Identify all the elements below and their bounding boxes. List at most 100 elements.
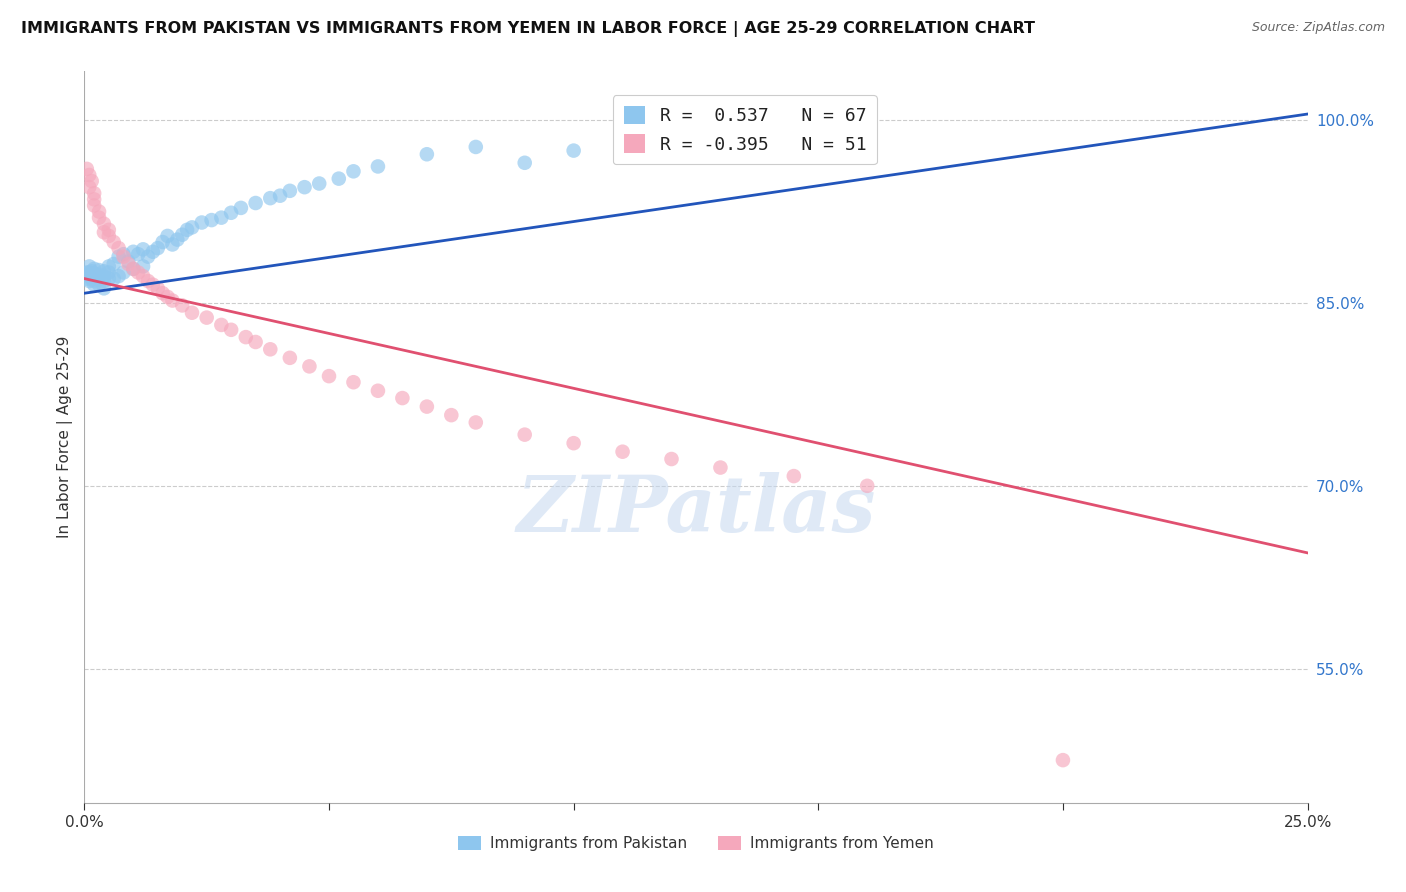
Point — [77, 260, 100, 274]
Point — [219, 323, 242, 337]
Point — [77, 269, 100, 284]
Point — [93, 269, 115, 284]
Point — [298, 359, 321, 374]
Point — [83, 267, 105, 281]
Point — [87, 204, 110, 219]
Point — [235, 330, 257, 344]
Point — [181, 220, 204, 235]
Y-axis label: In Labor Force | Age 25-29: In Labor Force | Age 25-29 — [58, 336, 73, 538]
Point — [152, 235, 174, 249]
Point — [132, 260, 155, 274]
Point — [269, 188, 291, 202]
Point — [117, 257, 139, 271]
Point — [513, 155, 536, 169]
Point — [87, 268, 110, 282]
Point — [342, 376, 364, 390]
Point — [142, 244, 165, 259]
Point — [709, 460, 731, 475]
Point — [1052, 753, 1074, 767]
Point — [83, 274, 105, 288]
Point — [156, 290, 179, 304]
Point — [328, 171, 350, 186]
Point — [709, 128, 731, 142]
Point — [77, 265, 100, 279]
Point — [856, 479, 879, 493]
Point — [97, 228, 120, 243]
Point — [107, 269, 129, 284]
Point — [783, 123, 806, 137]
Point — [83, 270, 105, 285]
Point — [132, 269, 155, 284]
Point — [318, 369, 340, 384]
Point — [166, 233, 188, 247]
Text: Source: ZipAtlas.com: Source: ZipAtlas.com — [1251, 21, 1385, 34]
Point — [93, 274, 115, 288]
Point — [245, 334, 267, 349]
Point — [229, 201, 252, 215]
Point — [97, 271, 120, 285]
Point — [83, 198, 105, 212]
Point — [416, 400, 439, 414]
Point — [80, 271, 103, 285]
Point — [661, 452, 683, 467]
Point — [97, 260, 120, 274]
Point — [77, 274, 100, 288]
Point — [142, 277, 165, 292]
Point — [636, 135, 658, 149]
Point — [112, 265, 135, 279]
Point — [209, 318, 232, 332]
Point — [259, 343, 281, 357]
Point — [107, 250, 129, 264]
Point — [562, 436, 585, 450]
Point — [77, 168, 100, 182]
Point — [259, 191, 281, 205]
Point — [103, 271, 125, 285]
Point — [219, 206, 242, 220]
Point — [416, 147, 439, 161]
Point — [172, 298, 194, 312]
Point — [195, 310, 218, 325]
Point — [172, 227, 194, 242]
Point — [93, 225, 115, 239]
Point — [156, 228, 179, 243]
Point — [122, 244, 145, 259]
Point — [93, 281, 115, 295]
Point — [103, 257, 125, 271]
Point — [112, 250, 135, 264]
Text: ZIPatlas: ZIPatlas — [516, 472, 876, 549]
Point — [278, 184, 301, 198]
Point — [127, 247, 149, 261]
Point — [122, 261, 145, 276]
Point — [87, 273, 110, 287]
Point — [136, 274, 159, 288]
Point — [562, 144, 585, 158]
Point — [83, 277, 105, 292]
Point — [191, 215, 214, 229]
Point — [117, 254, 139, 268]
Point — [464, 140, 486, 154]
Point — [132, 243, 155, 257]
Point — [513, 427, 536, 442]
Point — [176, 223, 198, 237]
Point — [146, 281, 169, 295]
Point — [83, 192, 105, 206]
Point — [200, 213, 222, 227]
Point — [209, 211, 232, 225]
Point — [93, 217, 115, 231]
Point — [464, 416, 486, 430]
Point — [440, 408, 463, 422]
Point — [97, 265, 120, 279]
Point — [87, 263, 110, 277]
Point — [83, 186, 105, 201]
Point — [146, 241, 169, 255]
Point — [308, 177, 330, 191]
Point — [97, 223, 120, 237]
Point — [93, 264, 115, 278]
Point — [783, 469, 806, 483]
Point — [612, 444, 634, 458]
Point — [162, 237, 184, 252]
Point — [245, 196, 267, 211]
Point — [152, 286, 174, 301]
Text: IMMIGRANTS FROM PAKISTAN VS IMMIGRANTS FROM YEMEN IN LABOR FORCE | AGE 25-29 COR: IMMIGRANTS FROM PAKISTAN VS IMMIGRANTS F… — [21, 21, 1035, 37]
Point — [391, 391, 413, 405]
